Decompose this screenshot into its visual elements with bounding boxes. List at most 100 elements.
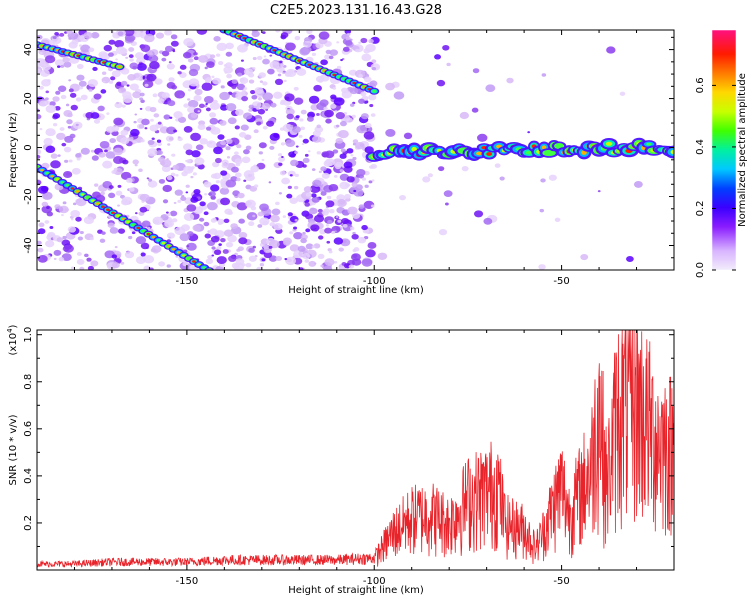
spectrogram-speckle (236, 177, 241, 182)
spectrogram-speckle (68, 159, 73, 163)
spectrogram-speckle (153, 113, 160, 118)
spectrogram-speckle (140, 242, 150, 250)
snr-y-tick-label: 1.0 (23, 327, 34, 343)
spectrogram-speckle (225, 138, 233, 144)
spectrogram-speckle (90, 260, 99, 267)
spectrogram-speckle (207, 255, 213, 260)
spectrogram-speckle (338, 266, 346, 270)
spectrogram-speckle (193, 107, 202, 114)
spectrogram-speckle (358, 98, 365, 104)
spectrogram-frame (36, 29, 675, 271)
spectrogram-speckle (337, 219, 342, 223)
spectrogram-speckle (205, 258, 214, 265)
spectrogram-streak-core (646, 142, 652, 146)
spectrogram-speckle (539, 208, 545, 213)
spectrogram-speckle (253, 129, 259, 134)
spectrogram-speckle (277, 153, 283, 157)
spectrogram-speckle (254, 86, 264, 94)
spectrogram-speckle (349, 103, 355, 107)
spectrogram-speckle (102, 80, 106, 83)
spectrogram-speckle (50, 160, 61, 169)
spectrogram-speckle (318, 31, 330, 40)
spectrogram-speckle (120, 80, 128, 86)
spectrogram-speckle (295, 115, 300, 119)
spectrogram-streak-core (541, 145, 547, 150)
spectrogram-speckle (37, 68, 41, 74)
spectrogram-speckle (166, 126, 177, 135)
spectrogram-speckle (370, 204, 375, 208)
spectrogram-speckle (87, 265, 94, 270)
spectrogram-speckle (256, 121, 262, 126)
spectrogram-speckle (302, 231, 306, 235)
spectrogram-speckle (168, 77, 175, 83)
spectrogram-streak-core (95, 202, 100, 205)
spectrogram-speckle (494, 163, 501, 168)
spectrogram-streak-core (136, 226, 141, 230)
spectrogram-speckle (239, 132, 247, 138)
spectrogram-speckle (135, 236, 147, 245)
spectrogram-speckle (252, 214, 256, 218)
spectrogram-speckle (45, 145, 56, 154)
spectrogram-speckle (363, 48, 371, 54)
spectrogram-speckle (294, 151, 299, 155)
spectrogram-streak-core (90, 199, 95, 202)
spectrogram-speckle (161, 57, 167, 62)
spectrogram-speckle (313, 214, 325, 223)
spectrogram-speckle (225, 146, 231, 151)
spectrogram-speckle (257, 224, 263, 228)
spectrogram-x-tick-label: -100 (363, 276, 386, 287)
spectrogram-speckle (37, 228, 46, 235)
spectrogram-speckle (78, 80, 87, 87)
spectrogram-y-tick-label: 0 (23, 144, 34, 150)
spectrogram-speckle (328, 183, 339, 192)
spectrogram-speckle (438, 228, 448, 236)
spectrogram-speckle (269, 133, 280, 141)
spectrogram-speckle (353, 247, 360, 252)
spectrogram-speckle (185, 191, 189, 194)
spectrogram-speckle (293, 86, 299, 91)
spectrogram-streak-core (187, 257, 191, 260)
spectrogram-speckle (127, 73, 136, 81)
spectrogram-speckle (240, 59, 244, 62)
spectrogram-speckle (103, 44, 112, 52)
spectrogram-speckle (248, 108, 253, 112)
spectrogram-speckle (111, 254, 118, 259)
spectrogram-speckle (147, 180, 158, 188)
spectrogram-speckle (385, 82, 396, 91)
spectrogram-speckle (206, 201, 218, 211)
spectrogram-speckle (37, 154, 41, 159)
spectrogram-speckle (199, 138, 208, 145)
spectrogram-speckle (183, 249, 188, 253)
spectrogram-speckle (311, 168, 316, 171)
spectrogram-speckle (185, 184, 190, 188)
spectrogram-speckle (56, 237, 64, 243)
spectrogram-speckle (270, 214, 280, 223)
spectrogram-speckle (323, 265, 333, 270)
spectrogram-speckle (234, 252, 238, 256)
spectrogram-speckle (274, 78, 284, 86)
spectrogram-speckle (83, 31, 93, 39)
spectrogram-speckle (225, 103, 237, 112)
spectrogram-speckle (183, 103, 190, 108)
spectrogram-speckle (63, 170, 73, 179)
spectrogram-speckle (52, 113, 61, 119)
spectrogram-speckle (153, 219, 160, 225)
spectrogram-streak-core (105, 208, 110, 211)
spectrogram-streak-outer (204, 267, 215, 270)
spectrogram-speckle (289, 174, 293, 177)
spectrogram-speckle (177, 116, 187, 123)
spectrogram-speckle (185, 149, 194, 156)
spectrogram-speckle (120, 129, 129, 136)
spectrogram-speckle (301, 142, 305, 146)
spectrogram-speckle (293, 185, 299, 190)
spectrogram-speckle (175, 174, 179, 177)
spectrogram-speckle (304, 202, 310, 207)
spectrogram-speckle (180, 196, 187, 201)
snr-y-tick-label: 0.8 (23, 374, 34, 390)
spectrogram-speckle (149, 106, 157, 113)
spectrogram-speckle (148, 52, 153, 56)
spectrogram-speckle (58, 257, 65, 262)
spectrogram-speckle (225, 51, 233, 57)
spectrogram-speckle (114, 246, 118, 249)
spectrogram-speckle (269, 60, 280, 69)
